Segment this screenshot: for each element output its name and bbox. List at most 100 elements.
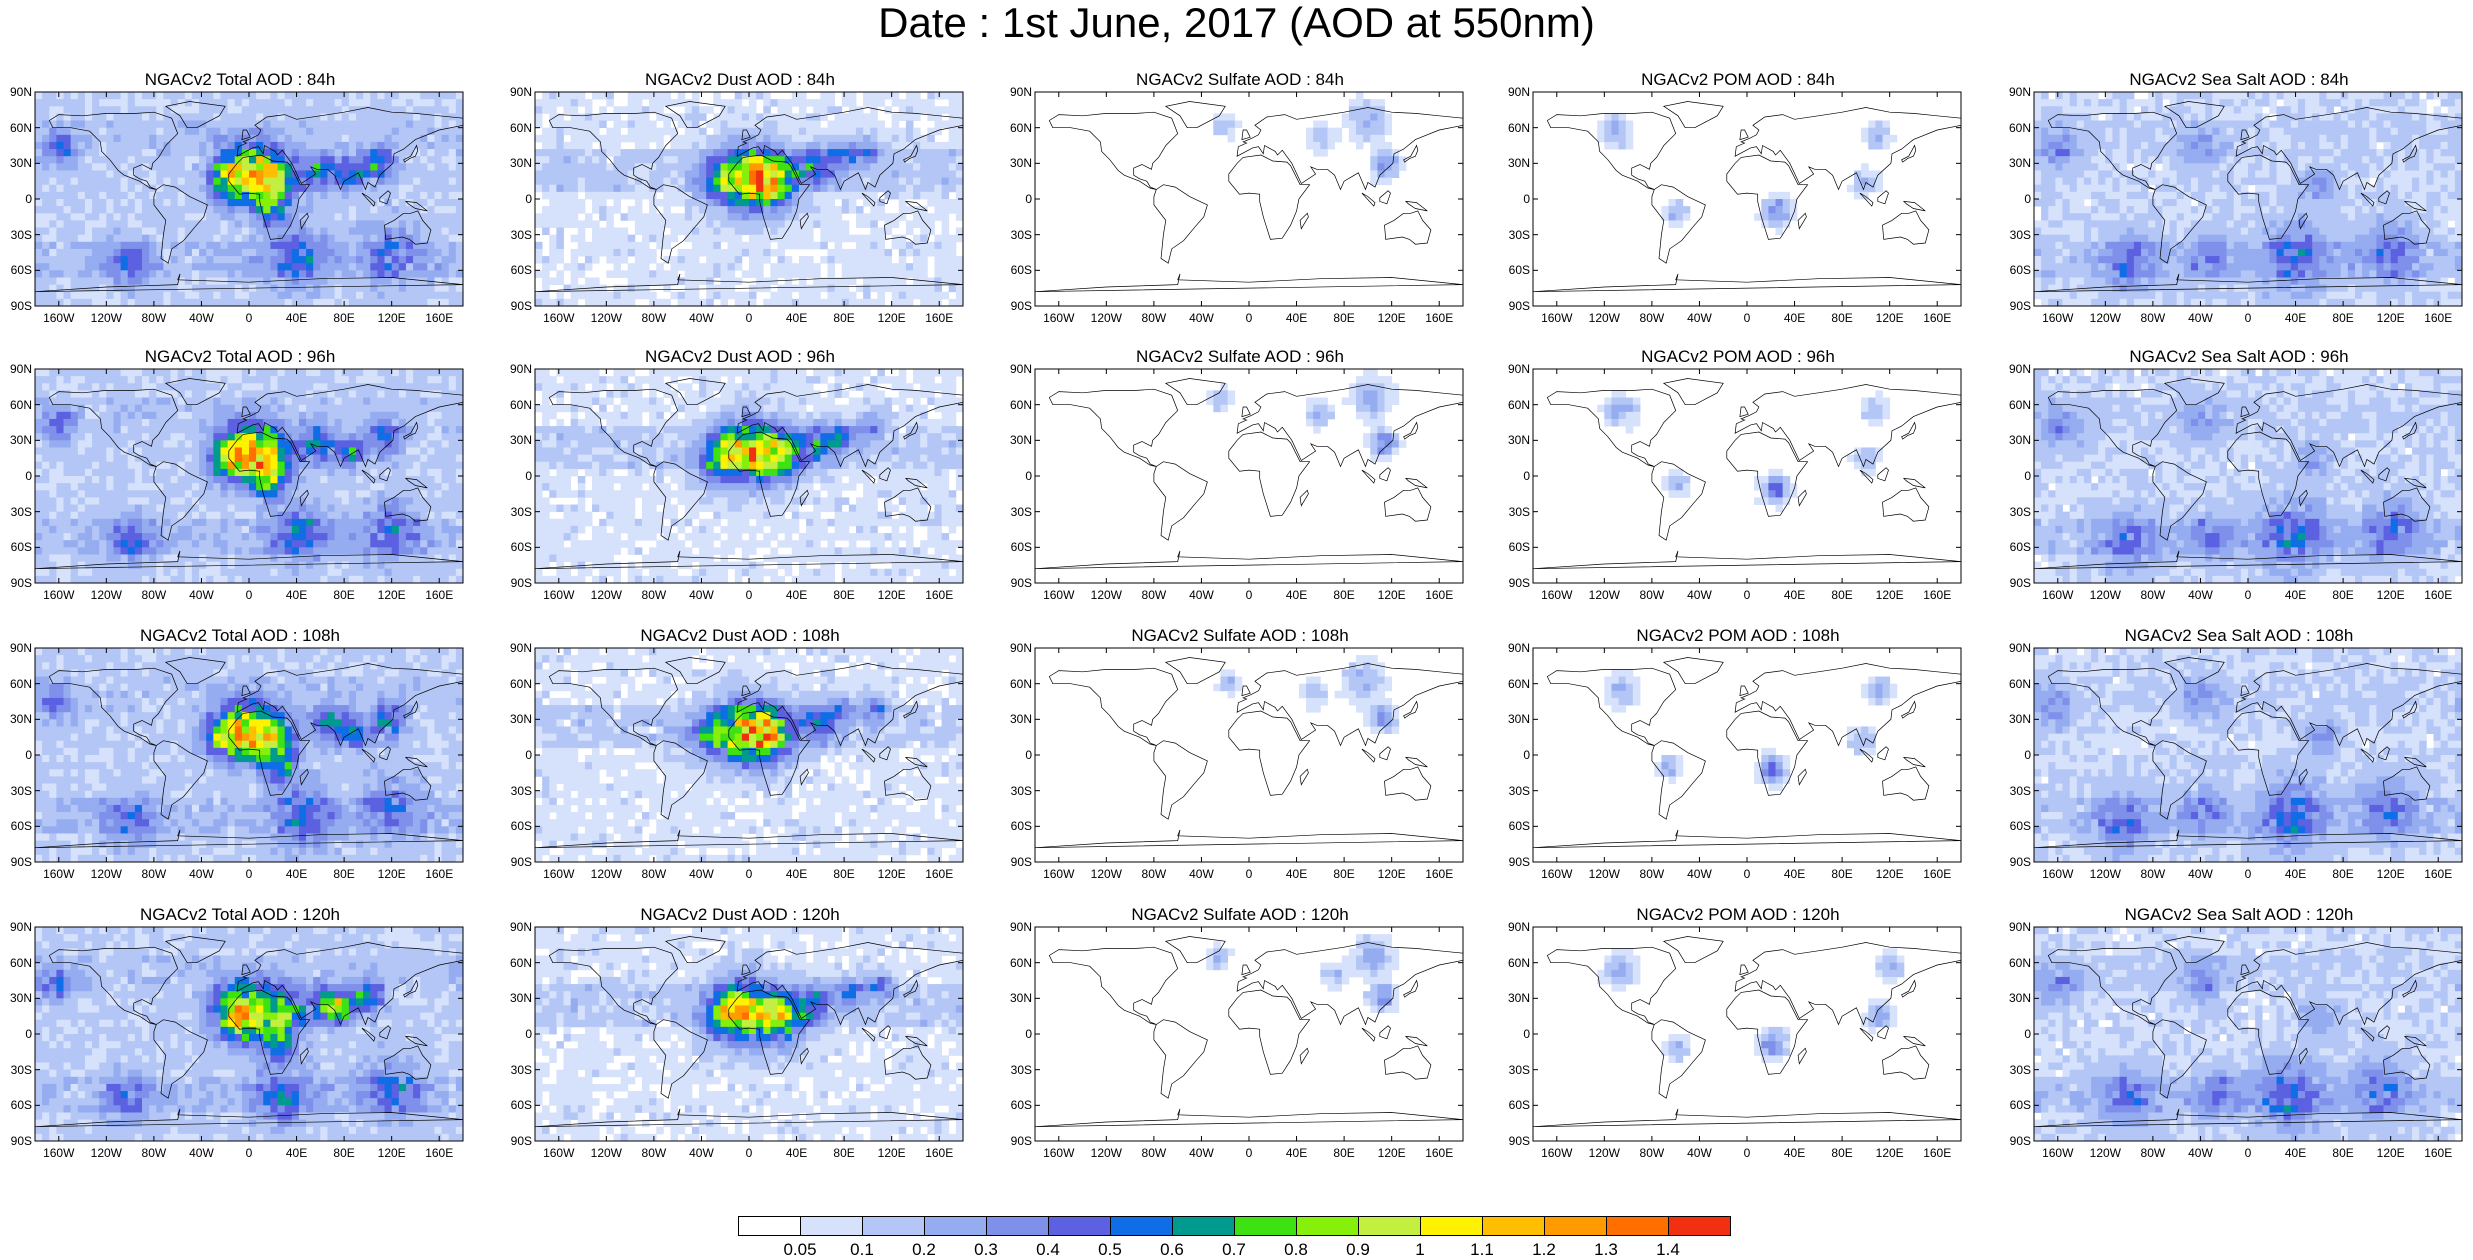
lat-tick-label: 90S bbox=[1500, 856, 1530, 868]
lon-tick-label: 160E bbox=[1416, 1146, 1462, 1160]
aod-field bbox=[535, 927, 964, 1142]
colorbar-level-label: 0.4 bbox=[1018, 1240, 1078, 1260]
lat-tick-label: 0 bbox=[1500, 193, 1530, 205]
lon-tick-label: 120W bbox=[1083, 1146, 1129, 1160]
panel-title: NGACv2 Sea Salt AOD : 120h bbox=[2004, 903, 2473, 927]
lon-tick-label: 160W bbox=[36, 588, 82, 602]
panel-title: NGACv2 POM AOD : 96h bbox=[1503, 345, 1973, 369]
panel-title: NGACv2 POM AOD : 108h bbox=[1503, 624, 1973, 648]
lon-tick-label: 160E bbox=[1914, 588, 1960, 602]
lat-tick-label: 60S bbox=[1500, 541, 1530, 553]
lon-tick-label: 80W bbox=[2130, 867, 2176, 881]
lat-tick-label: 0 bbox=[502, 1028, 532, 1040]
lon-tick-label: 120E bbox=[2368, 311, 2414, 325]
lon-tick-label: 40E bbox=[1274, 867, 1320, 881]
lon-tick-label: 80W bbox=[631, 311, 677, 325]
lon-tick-label: 160E bbox=[2415, 311, 2461, 325]
lat-tick-label: 60S bbox=[2001, 541, 2031, 553]
coastlines bbox=[34, 936, 464, 1128]
lon-tick-label: 40E bbox=[2273, 588, 2319, 602]
lat-tick-label: 90S bbox=[502, 856, 532, 868]
lat-tick-label: 60N bbox=[1002, 678, 1032, 690]
lat-tick-label: 90S bbox=[2001, 856, 2031, 868]
lat-tick-label: 60S bbox=[1002, 820, 1032, 832]
map-panel-dust-r2: NGACv2 Dust AOD : 96h 90N 60N 30N 0 30S 60S 90S… bbox=[502, 345, 975, 602]
lat-tick-label: 60S bbox=[1002, 1099, 1032, 1111]
map-panel-sulfate-r3: NGACv2 Sulfate AOD : 108h 90N 60N 30N 0 30S 60… bbox=[1002, 624, 1475, 881]
lat-tick-label: 30N bbox=[502, 434, 532, 446]
map-frame bbox=[1532, 647, 1962, 863]
map-panel-pom-r2: NGACv2 POM AOD : 96h 90N 60N 30N 0 30S 60S 90S 1… bbox=[1500, 345, 1973, 602]
lon-tick-label: 40E bbox=[1274, 311, 1320, 325]
colorbar-swatch bbox=[862, 1216, 925, 1236]
map-panel-seasalt-r3: NGACv2 Sea Salt AOD : 108h 90N 60N 30N 0 30S 6… bbox=[2001, 624, 2473, 881]
colorbar-swatch bbox=[1544, 1216, 1607, 1236]
lon-tick-label: 40E bbox=[274, 588, 320, 602]
lat-tick-label: 0 bbox=[2001, 749, 2031, 761]
aod-map bbox=[2033, 647, 2463, 863]
lat-tick-label: 60N bbox=[2001, 122, 2031, 134]
aod-field bbox=[1597, 390, 1891, 513]
lat-tick-label: 30S bbox=[1500, 785, 1530, 797]
lon-tick-label: 80E bbox=[321, 1146, 367, 1160]
lon-tick-label: 120E bbox=[369, 311, 415, 325]
colorbar-swatch bbox=[1110, 1216, 1173, 1236]
lon-tick-label: 120W bbox=[2082, 867, 2128, 881]
lon-tick-label: 120W bbox=[583, 588, 629, 602]
map-panel-dust-r1: NGACv2 Dust AOD : 84h 90N 60N 30N 0 30S 60S 90S… bbox=[505, 68, 975, 325]
lon-tick-label: 120E bbox=[869, 311, 915, 325]
lat-tick-label: 30N bbox=[1002, 434, 1032, 446]
colorbar-level-label: 0.1 bbox=[832, 1240, 892, 1260]
colorbar-swatch bbox=[924, 1216, 987, 1236]
lat-tick-label: 30N bbox=[2001, 992, 2031, 1004]
lat-tick-label: 60N bbox=[502, 957, 532, 969]
lon-tick-label: 160E bbox=[916, 1146, 962, 1160]
lon-tick-label: 160W bbox=[36, 867, 82, 881]
lon-tick-label: 80W bbox=[2130, 1146, 2176, 1160]
map-panel-sulfate-r1: NGACv2 Sulfate AOD : 84h 90N 60N 30N 0 30S 60S… bbox=[1002, 68, 1475, 325]
lat-tick-label: 30N bbox=[1500, 713, 1530, 725]
lon-tick-label: 120W bbox=[1581, 1146, 1627, 1160]
map-panel-sulfate-r2: NGACv2 Sulfate AOD : 96h 90N 60N 30N 0 30S 60S… bbox=[1002, 345, 1475, 602]
lat-tick-label: 30S bbox=[1500, 506, 1530, 518]
lon-tick-label: 160W bbox=[536, 867, 582, 881]
lat-tick-label: 90N bbox=[2001, 86, 2031, 98]
colorbar-level-label: 0.3 bbox=[956, 1240, 1016, 1260]
map-panel-dust-r4: NGACv2 Dust AOD : 120h 90N 60N 30N 0 30S 60S 90… bbox=[502, 903, 975, 1160]
lon-tick-label: 0 bbox=[2225, 311, 2271, 325]
lat-tick-label: 60S bbox=[502, 541, 532, 553]
colorbar-level-label: 0.5 bbox=[1080, 1240, 1140, 1260]
aod-field bbox=[2034, 927, 2463, 1142]
colorbar-level-label: 1.3 bbox=[1576, 1240, 1636, 1260]
lon-tick-label: 80W bbox=[631, 1146, 677, 1160]
lon-tick-label: 40W bbox=[1178, 588, 1224, 602]
lat-tick-label: 60S bbox=[1002, 264, 1032, 276]
coastlines bbox=[1532, 657, 1962, 849]
lon-tick-label: 80E bbox=[1819, 1146, 1865, 1160]
lat-tick-label: 30S bbox=[1002, 506, 1032, 518]
lat-tick-label: 90S bbox=[2, 577, 32, 589]
lat-tick-label: 90N bbox=[2, 363, 32, 375]
lon-tick-label: 160W bbox=[36, 311, 82, 325]
lat-tick-label: 30N bbox=[1002, 992, 1032, 1004]
lon-tick-label: 40E bbox=[1772, 867, 1818, 881]
lat-tick-label: 90S bbox=[2, 856, 32, 868]
aod-map bbox=[534, 647, 964, 863]
lat-tick-label: 90S bbox=[502, 577, 532, 589]
lon-tick-label: 120W bbox=[2082, 588, 2128, 602]
lon-tick-label: 40E bbox=[1274, 588, 1320, 602]
lat-tick-label: 30S bbox=[502, 785, 532, 797]
lat-tick-label: 30N bbox=[2, 157, 32, 169]
lon-tick-label: 120E bbox=[369, 588, 415, 602]
lon-tick-label: 0 bbox=[1724, 1146, 1770, 1160]
panel-title: NGACv2 Dust AOD : 96h bbox=[505, 345, 975, 369]
lat-tick-label: 90S bbox=[1500, 1135, 1530, 1147]
map-panel-total-r4: NGACv2 Total AOD : 120h 90N 60N 30N 0 30S 60S 9… bbox=[5, 903, 475, 1160]
lon-tick-label: 40E bbox=[1772, 588, 1818, 602]
lon-tick-label: 0 bbox=[726, 1146, 772, 1160]
lon-tick-label: 0 bbox=[2225, 867, 2271, 881]
lon-tick-label: 80E bbox=[1819, 867, 1865, 881]
lon-tick-label: 120E bbox=[2368, 867, 2414, 881]
lat-tick-label: 30S bbox=[1500, 1064, 1530, 1076]
lat-tick-label: 90S bbox=[1500, 300, 1530, 312]
